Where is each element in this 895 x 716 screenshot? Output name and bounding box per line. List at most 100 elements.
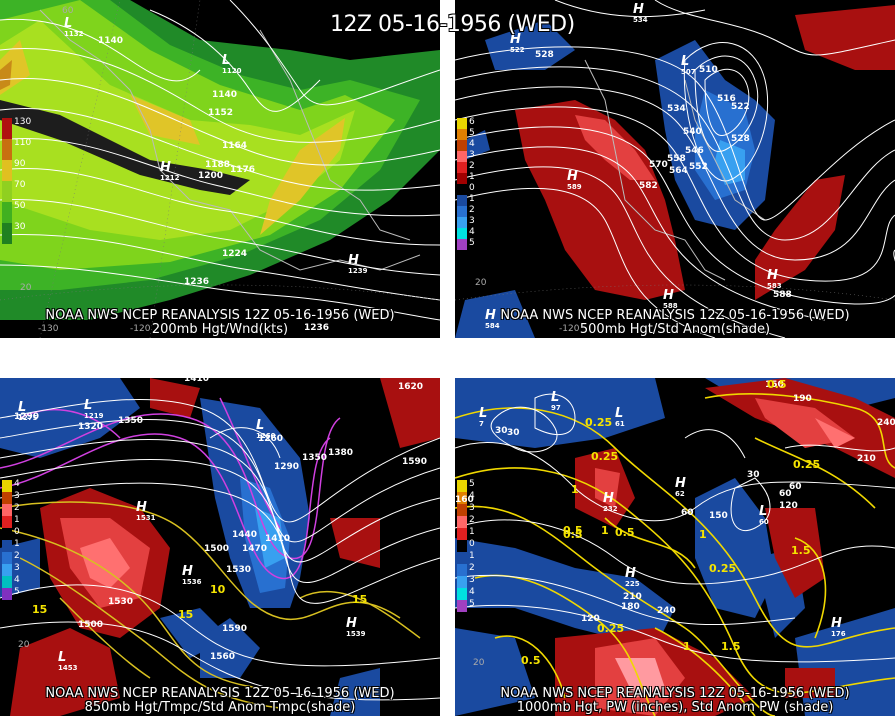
height-label: 1380 <box>328 448 354 458</box>
height-label: 240 <box>877 418 895 428</box>
height-label: 240 <box>657 606 676 616</box>
low-center: L 1260 <box>256 418 276 440</box>
legend-swatch: 110 <box>2 138 31 152</box>
grid-label: 20 <box>473 658 485 668</box>
high-center: H 1539 <box>346 616 366 638</box>
high-center: H 176 <box>831 616 846 638</box>
panel-500mb-map <box>455 0 895 338</box>
height-label: 570 <box>649 160 668 170</box>
pw-label: 0.5 <box>563 524 583 537</box>
height-label: 1350 <box>302 453 328 463</box>
pw-label: 0.25 <box>793 458 821 471</box>
legend-label: 4 <box>469 491 475 501</box>
pw-label: 0.25 <box>591 450 619 463</box>
pw-label: 1 <box>571 483 579 496</box>
height-label: 510 <box>699 65 718 75</box>
legend-label: 50 <box>14 201 26 211</box>
height-label: 30 <box>747 470 760 480</box>
height-label: 190 <box>793 394 812 404</box>
panel-caption-field: 200mb Hgt/Wnd(kts) <box>151 322 289 337</box>
legend-label: 4 <box>469 227 475 237</box>
height-label: 180 <box>621 602 640 612</box>
legend-label: 2 <box>469 205 475 215</box>
height-label: 1164 <box>222 141 248 151</box>
temp-label: 15 <box>352 593 368 606</box>
height-label: 1530 <box>226 565 252 575</box>
height-label: 1236 <box>184 277 210 287</box>
height-label: 1260 <box>258 434 284 444</box>
height-label: 564 <box>669 166 688 176</box>
height-label: 1236 <box>304 323 330 333</box>
legend-label: 2 <box>469 515 475 525</box>
high-center: H 1212 <box>160 160 180 182</box>
high-center: H 1536 <box>182 564 202 586</box>
height-label: 60 <box>681 508 694 518</box>
high-center: H 583 <box>767 268 782 290</box>
grid-label: 60 <box>62 6 74 16</box>
legend-label: 3 <box>14 563 20 573</box>
height-label: 30 <box>495 426 508 436</box>
low-center: L 61 <box>615 406 625 428</box>
legend-label: 2 <box>14 551 20 561</box>
legend-label: 4 <box>469 139 475 149</box>
height-label: 1320 <box>78 422 104 432</box>
height-label: 120 <box>581 614 600 624</box>
legend-label: 4 <box>14 575 20 585</box>
grid-label: -120 <box>130 324 151 334</box>
panel-caption-source: NOAA NWS NCEP REANALYSIS 12Z 05-16-1956 … <box>500 308 850 323</box>
height-label: 150 <box>765 380 784 390</box>
height-label: 1470 <box>242 544 268 554</box>
pw-label: 1.5 <box>721 640 741 653</box>
legend-label: 30 <box>14 222 26 232</box>
height-label: 30 <box>507 428 520 438</box>
pw-label: 0.5 <box>615 526 635 539</box>
legend-label: 4 <box>14 479 20 489</box>
temp-label: 15 <box>178 608 194 621</box>
panel-caption-source: NOAA NWS NCEP REANALYSIS 12Z 05-16-1956 … <box>45 308 395 323</box>
pw-label: 0.5 <box>521 654 541 667</box>
height-label: 1224 <box>222 249 248 259</box>
pw-label: 1 <box>601 524 609 537</box>
height-label: 1590 <box>402 457 428 467</box>
pw-label: 1 <box>699 528 707 541</box>
legend-label: 3 <box>14 491 20 501</box>
temp-anomaly-legend: 4 3 2 1 0 1 2 3 4 5 <box>2 479 20 600</box>
height-label: 1590 <box>222 624 248 634</box>
high-center: H 584 <box>485 308 500 330</box>
legend-label: 1 <box>469 527 475 537</box>
legend-label: 1 <box>14 515 20 525</box>
pw-anomaly-legend: 5 4 3 2 1 0 1 2 3 4 5 <box>457 479 475 612</box>
pw-label: 0.5 <box>767 378 787 391</box>
temp-label: 10 <box>210 583 226 596</box>
pw-label: 0.25 <box>597 622 625 635</box>
low-center: L 507 <box>681 54 696 76</box>
legend-swatch: 50 <box>2 201 25 215</box>
legend-label: 3 <box>469 503 475 513</box>
panel-1000mb-map <box>455 378 895 716</box>
legend-label: 5 <box>469 479 475 489</box>
legend-label: 1 <box>469 194 475 204</box>
height-label: 582 <box>639 181 658 191</box>
legend-label: 4 <box>469 587 475 597</box>
grid-label: 20 <box>20 283 32 293</box>
pw-label: 0.25 <box>585 416 613 429</box>
legend-label: 5 <box>469 599 475 609</box>
height-label: 552 <box>689 162 708 172</box>
panel-caption-source: NOAA NWS NCEP REANALYSIS 12Z 05-16-1956 … <box>45 686 395 701</box>
height-label: 1350 <box>118 416 144 426</box>
height-label: 522 <box>731 102 750 112</box>
height-label: 588 <box>773 290 792 300</box>
high-center: H 522 <box>510 32 525 54</box>
height-label: 160 <box>455 495 474 505</box>
height-label: 1500 <box>78 620 104 630</box>
height-label: 558 <box>667 154 686 164</box>
high-center: H 225 <box>625 566 640 588</box>
low-center: L 60 <box>759 504 769 526</box>
height-label: 210 <box>857 454 876 464</box>
height-label: 60 <box>779 489 792 499</box>
height-label: 1290 <box>274 462 300 472</box>
legend-swatch: 90 <box>2 159 25 173</box>
height-label: 1500 <box>204 544 230 554</box>
